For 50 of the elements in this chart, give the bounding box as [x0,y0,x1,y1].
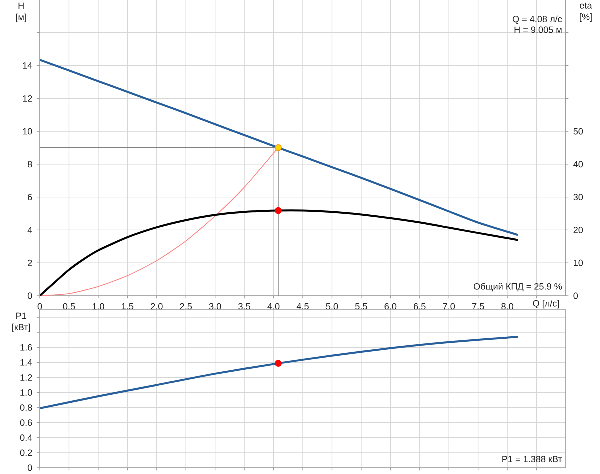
x-axis-title: Q [л/с] [533,300,560,309]
x-tick-label: 4.5 [296,303,309,310]
y2-tick-label: 10 [574,260,584,266]
annotation: H = 9.005 м [514,26,562,34]
y-tick-label: 1.0 [20,390,32,396]
y-tick-label: 1.4 [20,360,32,366]
y2-tick-label: 50 [574,128,584,135]
y-axis-title: P1 [кВт] [12,312,30,332]
y-tick-label: 0 [28,464,32,472]
annotation: Q = 4.08 л/с [512,16,562,24]
y2-tick-label: 20 [574,226,584,234]
x-tick-label: 3.0 [209,303,222,310]
x-tick-label: 2.5 [180,303,192,310]
y-tick-label: 12 [23,95,32,102]
y-tick-label: 8 [28,161,32,168]
x-tick-label: 7.0 [443,303,456,310]
x-tick-label: 3.5 [238,303,250,310]
annotation: P1 = 1.388 кВт [502,456,562,463]
x-tick-label: 1.5 [122,303,134,310]
x-tick-label: 2.0 [151,303,163,310]
y2-tick-label: 30 [574,194,584,201]
x-tick-label: 0.5 [63,303,76,310]
y-tick-label: 0 [28,292,32,300]
y-tick-label: 2 [28,260,32,266]
y-tick-label: 0.4 [20,434,32,442]
line-series [40,336,518,410]
x-tick-label: 1.0 [92,303,104,310]
y-tick-label: 1.6 [20,344,32,351]
x-tick-label: 4.0 [268,303,280,310]
x-tick-label: 5.5 [355,303,368,310]
y2-tick-label: 0 [574,292,578,300]
x-tick-label: 8.0 [502,303,514,310]
y-tick-label: 0.2 [20,450,32,456]
x-tick-label: 7.5 [472,303,484,310]
x-tick-label: 6.0 [384,303,397,310]
y-tick-label: 14 [23,62,32,69]
y2-axis-title: eta [%] [580,2,592,22]
y-tick-label: 0.8 [20,404,32,411]
x-tick-label: 5.0 [326,303,338,310]
x-tick-label: 0 [38,303,42,310]
line-series [40,59,518,236]
y-tick-label: 0.6 [20,420,32,426]
y-tick-label: 6 [28,194,32,201]
x-tick-label: 6.5 [414,303,426,310]
y-tick-label: 10 [23,128,32,135]
annotation: Общий КПД = 25.9 % [474,283,562,292]
y-tick-label: 4 [28,227,32,234]
y2-tick-label: 40 [574,161,584,168]
y-axis-title: H [м] [16,2,26,22]
y-tick-label: 1.2 [20,374,32,381]
